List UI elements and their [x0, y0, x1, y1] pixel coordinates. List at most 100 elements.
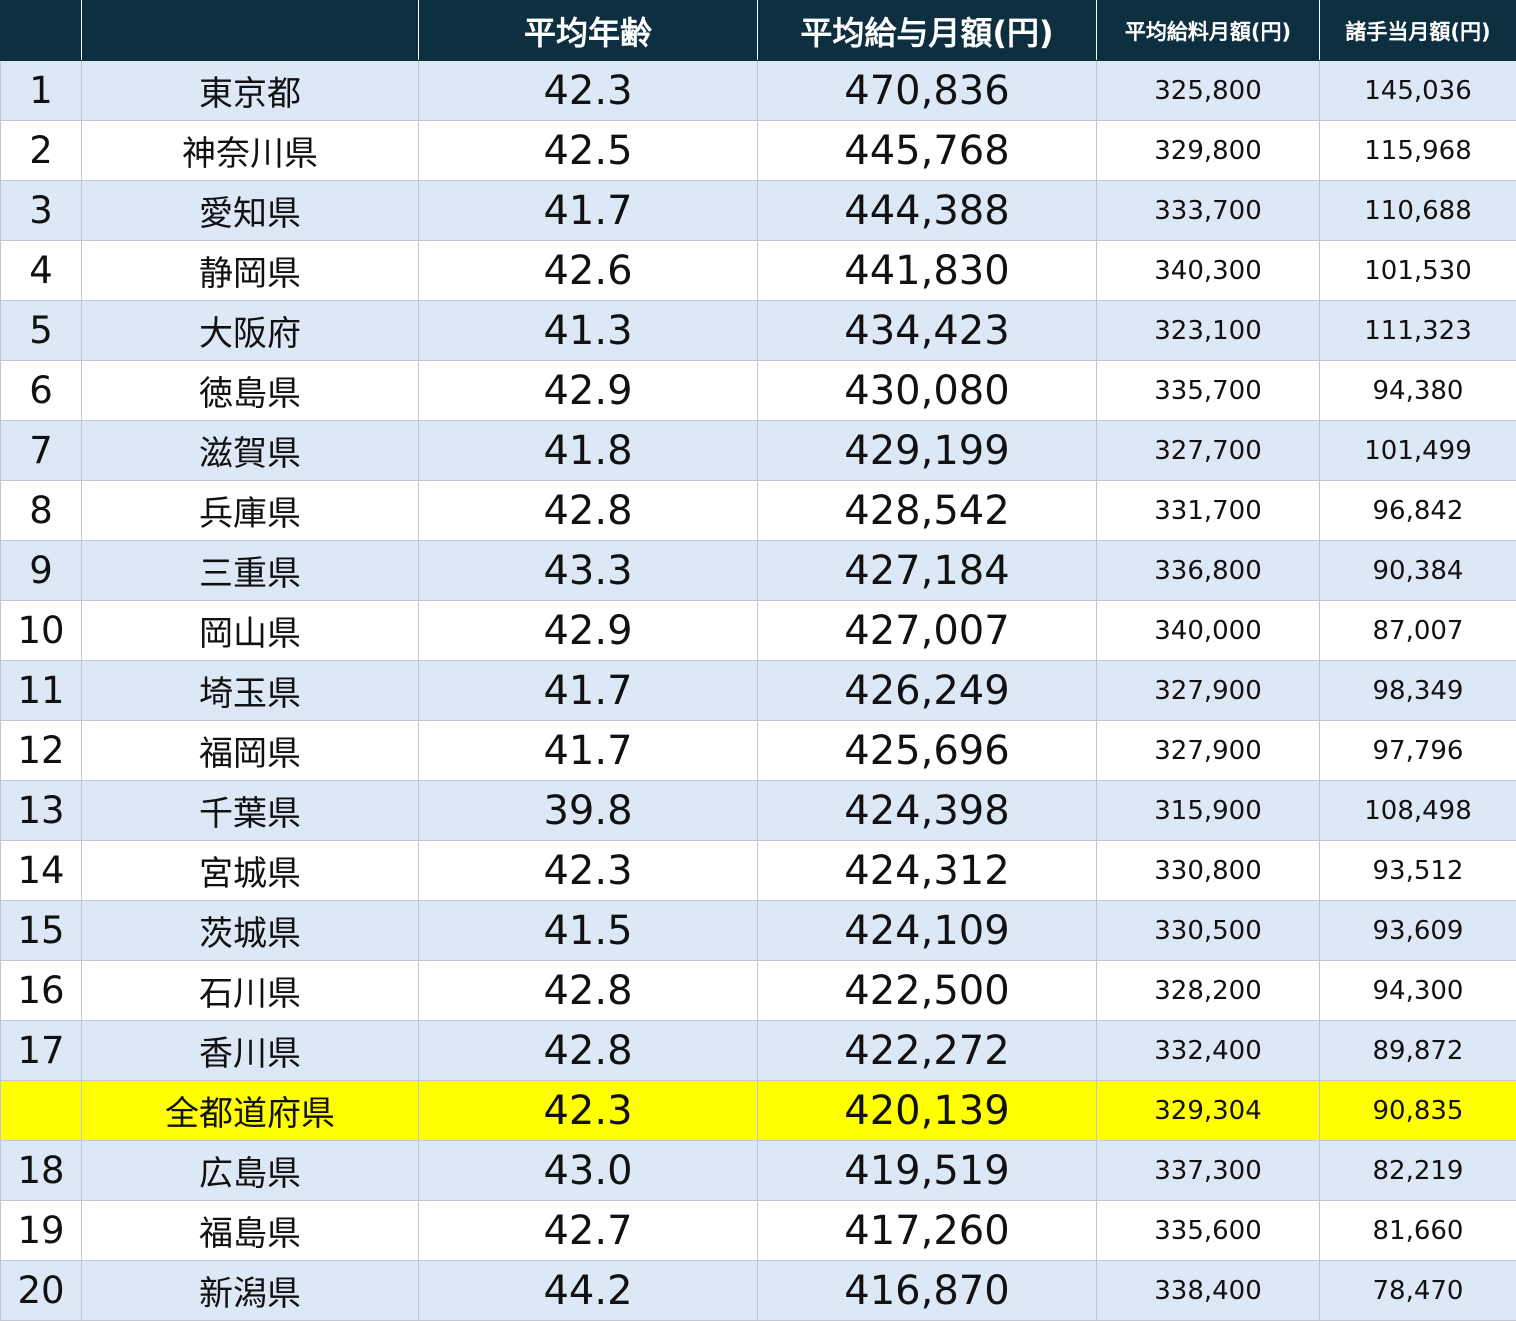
- avg-age-cell: 43.0: [418, 1140, 758, 1201]
- allowance-cell: 89,872: [1319, 1020, 1516, 1081]
- table-row: 15 茨城県 41.5 424,109 330,500 93,609: [0, 900, 1516, 961]
- allowance-cell: 101,530: [1319, 240, 1516, 301]
- avg-salary-cell: 338,400: [1096, 1260, 1320, 1321]
- rank-cell: 3: [0, 180, 82, 241]
- table-body: 1 東京都 42.3 470,836 325,800 145,036 2 神奈川県 42.5 44…: [0, 60, 1516, 1321]
- rank-cell: 18: [0, 1140, 82, 1201]
- allowance-cell: 90,384: [1319, 540, 1516, 601]
- avg-age-cell: 42.5: [418, 120, 758, 181]
- avg-age-cell: 42.9: [418, 360, 758, 421]
- rank-cell: 17: [0, 1020, 82, 1081]
- avg-salary-cell: 327,900: [1096, 660, 1320, 721]
- table-row: 4 静岡県 42.6 441,830 340,300 101,530: [0, 240, 1516, 301]
- rank-cell: 10: [0, 600, 82, 661]
- avg-pay-cell: 419,519: [757, 1140, 1097, 1201]
- prefecture-cell: 東京都: [81, 60, 419, 121]
- avg-pay-cell: 424,312: [757, 840, 1097, 901]
- allowance-cell: 93,512: [1319, 840, 1516, 901]
- table-row: 14 宮城県 42.3 424,312 330,800 93,512: [0, 840, 1516, 901]
- prefecture-cell: 兵庫県: [81, 480, 419, 541]
- rank-cell: 16: [0, 960, 82, 1021]
- rank-cell: 19: [0, 1200, 82, 1261]
- avg-pay-cell: 430,080: [757, 360, 1097, 421]
- table-row: 3 愛知県 41.7 444,388 333,700 110,688: [0, 180, 1516, 241]
- header-rank: [0, 0, 82, 61]
- avg-pay-cell: 424,398: [757, 780, 1097, 841]
- header-avg-pay: 平均給与月額(円): [757, 0, 1097, 61]
- allowance-cell: 96,842: [1319, 480, 1516, 541]
- table-row: 7 滋賀県 41.8 429,199 327,700 101,499: [0, 420, 1516, 481]
- rank-cell: 6: [0, 360, 82, 421]
- allowance-cell: 108,498: [1319, 780, 1516, 841]
- avg-salary-cell: 329,304: [1096, 1080, 1320, 1141]
- prefecture-cell: 全都道府県: [81, 1080, 419, 1141]
- avg-age-cell: 43.3: [418, 540, 758, 601]
- table-row: 20 新潟県 44.2 416,870 338,400 78,470: [0, 1260, 1516, 1321]
- prefecture-cell: 愛知県: [81, 180, 419, 241]
- avg-salary-cell: 315,900: [1096, 780, 1320, 841]
- avg-age-cell: 42.7: [418, 1200, 758, 1261]
- avg-pay-cell: 425,696: [757, 720, 1097, 781]
- avg-salary-cell: 336,800: [1096, 540, 1320, 601]
- rank-cell: 1: [0, 60, 82, 121]
- avg-age-cell: 41.8: [418, 420, 758, 481]
- allowance-cell: 101,499: [1319, 420, 1516, 481]
- allowance-cell: 94,300: [1319, 960, 1516, 1021]
- avg-age-cell: 41.3: [418, 300, 758, 361]
- avg-age-cell: 42.6: [418, 240, 758, 301]
- table-row: 16 石川県 42.8 422,500 328,200 94,300: [0, 960, 1516, 1021]
- prefecture-cell: 千葉県: [81, 780, 419, 841]
- avg-salary-cell: 329,800: [1096, 120, 1320, 181]
- avg-age-cell: 41.7: [418, 720, 758, 781]
- avg-age-cell: 42.3: [418, 1080, 758, 1141]
- avg-pay-cell: 428,542: [757, 480, 1097, 541]
- prefecture-cell: 埼玉県: [81, 660, 419, 721]
- avg-salary-cell: 327,900: [1096, 720, 1320, 781]
- table-row: 5 大阪府 41.3 434,423 323,100 111,323: [0, 300, 1516, 361]
- rank-cell: 8: [0, 480, 82, 541]
- prefecture-cell: 福島県: [81, 1200, 419, 1261]
- avg-salary-cell: 340,300: [1096, 240, 1320, 301]
- avg-age-cell: 42.9: [418, 600, 758, 661]
- rank-cell: 15: [0, 900, 82, 961]
- avg-salary-cell: 333,700: [1096, 180, 1320, 241]
- allowance-cell: 94,380: [1319, 360, 1516, 421]
- table-row: 1 東京都 42.3 470,836 325,800 145,036: [0, 60, 1516, 121]
- rank-cell: 2: [0, 120, 82, 181]
- avg-pay-cell: 445,768: [757, 120, 1097, 181]
- prefecture-cell: 大阪府: [81, 300, 419, 361]
- header-allowance: 諸手当月額(円): [1319, 0, 1516, 61]
- header-avg-salary: 平均給料月額(円): [1096, 0, 1320, 61]
- table-row: 2 神奈川県 42.5 445,768 329,800 115,968: [0, 120, 1516, 181]
- avg-pay-cell: 422,500: [757, 960, 1097, 1021]
- prefecture-cell: 徳島県: [81, 360, 419, 421]
- rank-cell: 11: [0, 660, 82, 721]
- table-row: 19 福島県 42.7 417,260 335,600 81,660: [0, 1200, 1516, 1261]
- table-row: 6 徳島県 42.9 430,080 335,700 94,380: [0, 360, 1516, 421]
- allowance-cell: 81,660: [1319, 1200, 1516, 1261]
- allowance-cell: 90,835: [1319, 1080, 1516, 1141]
- avg-pay-cell: 427,184: [757, 540, 1097, 601]
- allowance-cell: 110,688: [1319, 180, 1516, 241]
- table-row: 9 三重県 43.3 427,184 336,800 90,384: [0, 540, 1516, 601]
- prefecture-cell: 新潟県: [81, 1260, 419, 1321]
- prefecture-cell: 滋賀県: [81, 420, 419, 481]
- avg-pay-cell: 422,272: [757, 1020, 1097, 1081]
- allowance-cell: 145,036: [1319, 60, 1516, 121]
- avg-age-cell: 42.8: [418, 480, 758, 541]
- allowance-cell: 97,796: [1319, 720, 1516, 781]
- avg-age-cell: 39.8: [418, 780, 758, 841]
- rank-cell: 13: [0, 780, 82, 841]
- prefecture-cell: 香川県: [81, 1020, 419, 1081]
- allowance-cell: 78,470: [1319, 1260, 1516, 1321]
- prefecture-cell: 茨城県: [81, 900, 419, 961]
- avg-salary-cell: 328,200: [1096, 960, 1320, 1021]
- table-row: 10 岡山県 42.9 427,007 340,000 87,007: [0, 600, 1516, 661]
- avg-salary-cell: 331,700: [1096, 480, 1320, 541]
- prefecture-cell: 福岡県: [81, 720, 419, 781]
- prefecture-cell: 神奈川県: [81, 120, 419, 181]
- avg-pay-cell: 426,249: [757, 660, 1097, 721]
- header-prefecture: [81, 0, 419, 61]
- avg-pay-cell: 470,836: [757, 60, 1097, 121]
- avg-pay-cell: 417,260: [757, 1200, 1097, 1261]
